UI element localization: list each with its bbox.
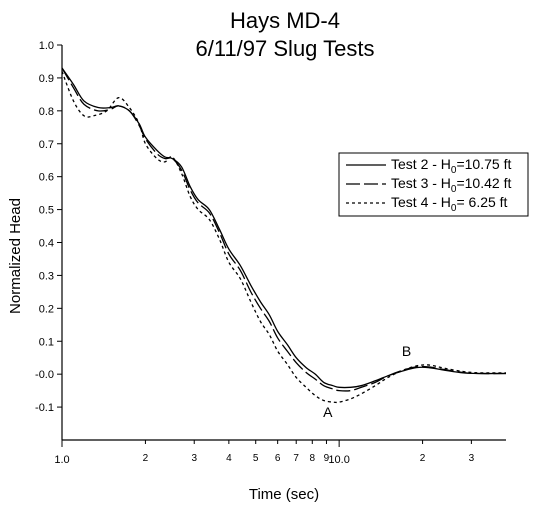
annotation-layer: AB [323, 343, 411, 420]
x-major-tick-label: 1.0 [54, 454, 69, 466]
y-tick-label: 0.5 [39, 205, 54, 217]
y-tick-label: 0.1 [39, 336, 54, 348]
x-minor-tick-label: 3 [469, 453, 475, 464]
x-minor-tick-label: 2 [420, 453, 426, 464]
legend-entry-test-4: Test 4 - H0= 6.25 ft [391, 194, 508, 214]
x-minor-tick-label: 7 [293, 453, 299, 464]
legend-entry-test-3: Test 3 - H0=10.42 ft [391, 175, 511, 195]
y-tick-label: 0.8 [39, 106, 54, 118]
series-layer [61, 67, 507, 404]
x-minor-tick-label: 3 [191, 453, 197, 464]
y-tick-label: -0.0 [35, 369, 54, 381]
y-tick-label: 0.4 [39, 238, 54, 250]
annotation-a: A [323, 404, 333, 420]
y-axis-label: Normalized Head [7, 198, 24, 314]
x-minor-tick-label: 2 [143, 453, 149, 464]
y-tick-label: 0.3 [39, 270, 54, 282]
y-tick-label: 0.9 [39, 73, 54, 85]
x-major-tick-label: 10.0 [328, 454, 349, 466]
series-line-test-4 [61, 71, 507, 404]
x-minor-tick-label: 8 [310, 453, 316, 464]
x-axis-label: Time (sec) [249, 486, 319, 503]
x-minor-tick-label: 4 [226, 453, 232, 464]
x-minor-tick-label: 5 [253, 453, 259, 464]
y-tick-label: 0.7 [39, 139, 54, 151]
annotation-b: B [402, 343, 411, 359]
y-tick-label: -0.1 [35, 402, 54, 414]
chart-title-line-2: 6/11/97 Slug Tests [196, 36, 375, 61]
y-tick-label: 0.6 [39, 172, 54, 184]
series-line-test-2 [61, 67, 507, 389]
y-tick-label: 0.2 [39, 303, 54, 315]
x-minor-tick-label: 9 [324, 453, 330, 464]
chart-title-line-1: Hays MD-4 [230, 8, 340, 33]
legend-entry-test-2: Test 2 - H0=10.75 ft [391, 156, 511, 176]
axes: 1.0 0.9 0.8 0.7 0.6 0.5 0.4 0.3 0.2 0.1 -0.0 -0.1 1.… [35, 40, 506, 466]
series-line-test-3 [61, 67, 507, 392]
y-tick-label: 1.0 [39, 40, 54, 52]
x-minor-tick-label: 6 [275, 453, 281, 464]
